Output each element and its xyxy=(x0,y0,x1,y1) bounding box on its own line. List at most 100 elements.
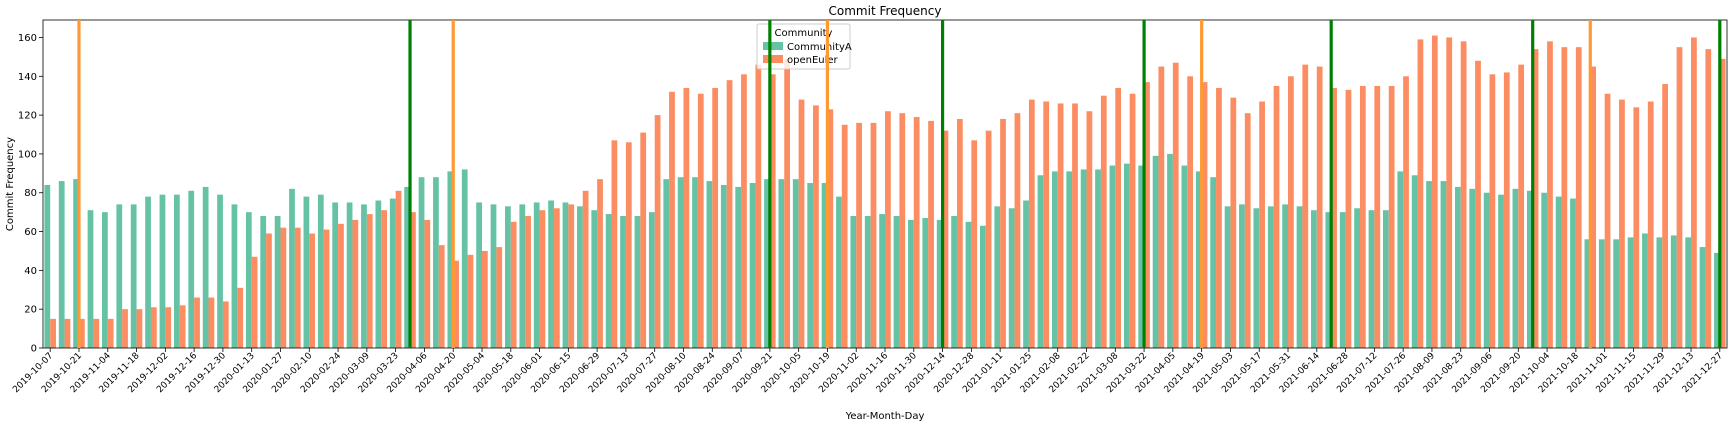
bar-communitya-2021-03-29 xyxy=(1152,155,1159,348)
bar-communitya-2021-09-20 xyxy=(1512,188,1519,348)
bar-communitya-2020-01-27 xyxy=(274,216,281,348)
bar-openeuler-2020-06-01 xyxy=(539,210,546,348)
bar-communitya-2021-11-08 xyxy=(1613,239,1620,348)
bar-communitya-2020-03-30 xyxy=(404,186,411,348)
bar-openeuler-2021-01-11 xyxy=(1000,118,1006,348)
bar-openeuler-2020-12-14 xyxy=(942,130,949,348)
bar-openeuler-2020-11-23 xyxy=(899,113,906,348)
bar-communitya-2021-12-27 xyxy=(1714,252,1720,348)
bar-openeuler-2021-06-07 xyxy=(1302,64,1309,348)
bar-openeuler-2019-12-02 xyxy=(165,307,172,348)
bar-communitya-2020-11-09 xyxy=(864,216,871,348)
bar-communitya-2021-02-08 xyxy=(1051,171,1058,348)
bar-openeuler-2020-09-28 xyxy=(784,58,791,348)
bar-communitya-2020-11-02 xyxy=(850,216,857,348)
bar-communitya-2021-03-08 xyxy=(1109,165,1116,348)
bar-communitya-2020-12-07 xyxy=(922,217,929,348)
bar-openeuler-2021-05-03 xyxy=(1230,97,1237,348)
bar-communitya-2020-07-13 xyxy=(620,216,626,348)
bar-openeuler-2020-06-08 xyxy=(553,208,560,348)
bar-openeuler-2021-04-12 xyxy=(1187,76,1194,348)
bar-communitya-2021-06-28 xyxy=(1339,212,1346,348)
bar-openeuler-2020-02-03 xyxy=(294,227,301,348)
bar-communitya-2019-11-18 xyxy=(130,204,137,348)
bar-communitya-2021-04-12 xyxy=(1181,165,1188,348)
bar-openeuler-2019-11-11 xyxy=(122,309,128,348)
bar-openeuler-2020-05-11 xyxy=(496,247,503,348)
bar-openeuler-2021-12-27 xyxy=(1719,58,1726,348)
bar-communitya-2020-09-07 xyxy=(735,186,742,348)
bar-communitya-2021-07-12 xyxy=(1368,210,1375,348)
bar-openeuler-2021-11-08 xyxy=(1619,99,1625,348)
bar-communitya-2021-02-15 xyxy=(1066,171,1073,348)
bar-openeuler-2020-11-16 xyxy=(885,111,891,348)
bar-communitya-2021-08-16 xyxy=(1440,181,1447,348)
bar-communitya-2020-04-06 xyxy=(418,177,425,348)
bar-openeuler-2021-10-18 xyxy=(1575,47,1582,349)
bar-communitya-2020-01-20 xyxy=(260,216,267,348)
bar-communitya-2021-09-27 xyxy=(1526,190,1533,348)
bar-communitya-2021-11-15 xyxy=(1627,237,1634,348)
bar-communitya-2020-09-14 xyxy=(749,183,756,348)
bar-openeuler-2021-08-16 xyxy=(1446,37,1453,348)
bar-openeuler-2021-10-04 xyxy=(1547,41,1553,348)
bar-communitya-2021-10-11 xyxy=(1555,196,1562,348)
bar-communitya-2021-05-31 xyxy=(1282,204,1289,348)
bar-communitya-2021-03-22 xyxy=(1138,165,1145,348)
bar-openeuler-2020-10-05 xyxy=(798,99,805,348)
bar-communitya-2020-02-24 xyxy=(332,202,339,348)
bar-openeuler-2021-11-15 xyxy=(1633,107,1640,348)
bar-communitya-2020-01-06 xyxy=(231,204,238,348)
legend-label-communitya: CommunityA xyxy=(787,42,852,53)
bar-openeuler-2020-01-27 xyxy=(280,227,287,348)
bar-communitya-2021-04-26 xyxy=(1210,177,1217,348)
bar-communitya-2020-03-02 xyxy=(346,202,353,348)
bar-openeuler-2020-09-14 xyxy=(755,64,762,348)
y-axis: 0 20 40 60 80 100 120 140 160 xyxy=(18,33,43,355)
bar-openeuler-2019-12-23 xyxy=(208,297,215,348)
bar-communitya-2020-02-17 xyxy=(317,194,324,348)
bar-openeuler-2020-04-13 xyxy=(438,245,445,348)
bar-communitya-2021-01-11 xyxy=(994,206,1001,348)
bar-openeuler-2020-08-24 xyxy=(712,87,719,349)
bar-communitya-2021-11-01 xyxy=(1598,239,1605,348)
bar-openeuler-2019-10-21 xyxy=(78,318,85,348)
bar-openeuler-2020-12-07 xyxy=(928,120,934,348)
bar-communitya-2020-08-31 xyxy=(720,184,727,348)
bar-communitya-2021-01-18 xyxy=(1008,208,1015,348)
bar-openeuler-2019-10-28 xyxy=(93,318,100,348)
bar-openeuler-2021-02-15 xyxy=(1072,103,1078,349)
bar-communitya-2020-03-09 xyxy=(361,204,367,348)
bar-communitya-2021-05-10 xyxy=(1239,204,1245,348)
bar-communitya-2019-12-23 xyxy=(202,186,209,348)
bar-communitya-2020-07-20 xyxy=(634,216,641,348)
bar-openeuler-2021-09-13 xyxy=(1503,72,1510,349)
bar-communitya-2019-10-07 xyxy=(44,184,51,348)
reference-lines xyxy=(77,20,1722,348)
bar-communitya-2019-11-04 xyxy=(102,212,108,348)
legend-swatch-openeuler xyxy=(763,55,783,63)
bar-communitya-2021-10-25 xyxy=(1584,239,1591,348)
bar-communitya-2020-08-17 xyxy=(692,177,698,348)
bar-openeuler-2021-06-28 xyxy=(1345,89,1352,349)
legend-label-openeuler: openEuler xyxy=(787,55,839,66)
bar-openeuler-2021-03-08 xyxy=(1115,87,1122,349)
bar-openeuler-2020-03-09 xyxy=(366,214,373,348)
bar-communitya-2020-09-21 xyxy=(764,179,770,348)
bar-openeuler-2021-11-01 xyxy=(1604,93,1611,348)
bar-communitya-2021-04-05 xyxy=(1167,153,1173,348)
bar-communitya-2020-01-13 xyxy=(245,212,252,348)
bar-openeuler-2021-03-22 xyxy=(1144,82,1150,349)
bar-communitya-2020-04-13 xyxy=(433,177,439,348)
bar-communitya-2020-07-27 xyxy=(648,212,655,348)
bar-communitya-2021-05-17 xyxy=(1253,208,1260,348)
bar-communitya-2020-04-27 xyxy=(461,169,468,348)
bar-openeuler-2020-03-02 xyxy=(352,219,359,348)
y-tick-label-160: 160 xyxy=(18,33,37,44)
bar-communitya-2021-02-22 xyxy=(1080,169,1087,348)
bar-openeuler-2021-05-10 xyxy=(1244,113,1251,348)
bar-openeuler-2021-04-26 xyxy=(1216,87,1222,349)
bar-openeuler-2021-10-25 xyxy=(1590,66,1597,348)
bar-openeuler-2021-07-12 xyxy=(1374,85,1381,349)
